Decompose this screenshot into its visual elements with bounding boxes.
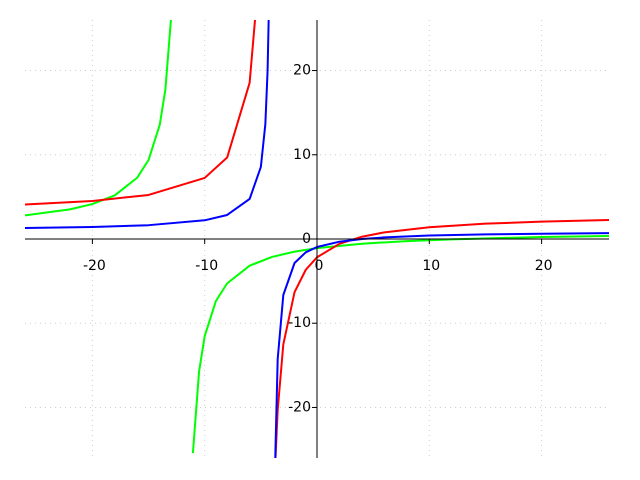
x-tick-label: -20	[83, 258, 106, 274]
x-tick-label: 0	[315, 258, 324, 274]
curve	[25, 20, 609, 458]
x-tick-label: 20	[535, 258, 553, 274]
y-tick-label: 20	[293, 63, 311, 79]
y-tick-label: -10	[288, 315, 311, 331]
y-tick-label: 10	[293, 147, 311, 163]
x-tick-label: 10	[422, 258, 440, 274]
curve	[25, 20, 609, 454]
y-tick-label: -20	[288, 399, 311, 415]
x-tick-label: -10	[195, 258, 218, 274]
curve	[25, 20, 609, 458]
plot-area	[25, 20, 609, 458]
